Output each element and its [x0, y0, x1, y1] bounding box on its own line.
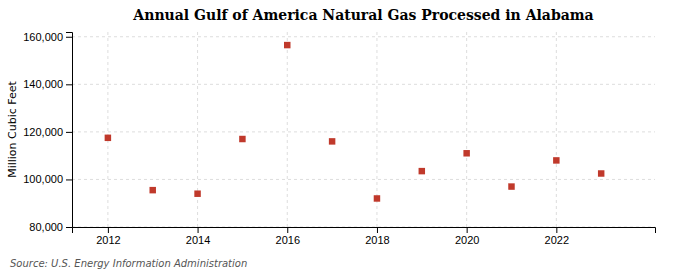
chart: 2012 2014 2016 2018 2020 2022 80,000 100,000 120… [0, 0, 675, 275]
tick-mark [66, 179, 72, 180]
tick-mark [556, 227, 557, 233]
point [284, 42, 290, 48]
grid-line [556, 32, 557, 227]
point [329, 138, 335, 144]
tick-label: 2018 [365, 234, 389, 246]
tick: 2018 [365, 227, 389, 246]
point [463, 150, 469, 156]
tick: 160,000 [23, 31, 72, 43]
annotation: Source: U.S. Energy Information Administ… [10, 258, 247, 269]
point [149, 187, 155, 193]
axis-line [66, 33, 73, 228]
tick-mark [66, 84, 72, 85]
tick: 120,000 [23, 126, 72, 138]
tick-mark [377, 227, 378, 233]
point [508, 183, 514, 189]
tick-label: 160,000 [23, 31, 63, 43]
point [194, 190, 200, 196]
tick-label: 120,000 [23, 126, 63, 138]
tick-label: 2022 [545, 234, 569, 246]
tick: 80,000 [29, 221, 72, 233]
grid-line [466, 32, 467, 227]
tick-label: 2012 [96, 234, 120, 246]
point [105, 135, 111, 141]
plot: 2012 2014 2016 2018 2020 2022 80,000 100,000 120… [23, 31, 655, 246]
tick-label: 80,000 [29, 221, 63, 233]
grid-line [72, 84, 655, 85]
tick-label: 2020 [455, 234, 479, 246]
tick-mark [108, 227, 109, 233]
tick-mark [66, 132, 72, 133]
grid-line [197, 32, 198, 227]
x-axis: 2012 2014 2016 2018 2020 2022 [73, 227, 656, 246]
tick-label: 140,000 [23, 78, 63, 90]
tick-mark [287, 227, 288, 233]
grid-line [107, 32, 108, 227]
point [239, 136, 245, 142]
point [374, 195, 380, 201]
tick-mark [66, 37, 72, 38]
tick-label: 2016 [276, 234, 300, 246]
tick-mark [198, 227, 199, 233]
grid-line [72, 179, 655, 180]
grid-line [72, 131, 655, 132]
tick-mark [467, 227, 468, 233]
grid-line [72, 36, 655, 37]
tick: 2012 [96, 227, 120, 246]
tick-mark [66, 227, 72, 228]
axis-line [73, 228, 656, 234]
tick: 2022 [545, 227, 569, 246]
y-axis: 80,000 100,000 120,000 140,000 160,000 [23, 31, 72, 233]
tick-label: 100,000 [23, 173, 63, 185]
tick: 100,000 [23, 173, 72, 185]
tick: 2020 [455, 227, 479, 246]
grid-line [287, 32, 288, 227]
tick: 2014 [186, 227, 210, 246]
point [419, 168, 425, 174]
point [553, 157, 559, 163]
tick-label: 2014 [186, 234, 210, 246]
point [598, 170, 604, 176]
y-axis-title: Million Cubic Feet [6, 80, 19, 177]
title: Annual Gulf of America Natural Gas Proce… [132, 7, 593, 23]
tick: 2016 [276, 227, 300, 246]
tick: 140,000 [23, 78, 72, 90]
marks [105, 42, 605, 202]
grid [72, 32, 655, 227]
